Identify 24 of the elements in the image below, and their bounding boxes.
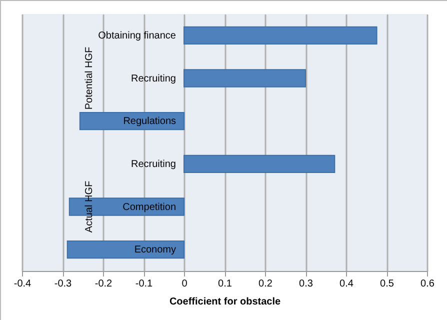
- bar: [184, 26, 378, 44]
- x-tick-label: -0.2: [94, 278, 113, 290]
- y-tick-label: Obtaining finance: [98, 30, 176, 42]
- x-tick-label: -0.3: [54, 278, 72, 290]
- y-tick-label: Recruiting: [130, 73, 176, 84]
- x-tick-label: -0.1: [135, 278, 154, 290]
- x-axis-title: Coefficient for obstacle: [169, 296, 281, 308]
- x-tick-label: 0.4: [340, 278, 354, 290]
- x-tick-label: -0.4: [14, 278, 32, 290]
- x-tick-label: 0: [182, 278, 188, 290]
- annotation: Potential HGF: [84, 46, 95, 110]
- y-tick-label: Regulations: [123, 116, 176, 128]
- y-tick-label: Economy: [134, 244, 176, 256]
- y-tick-label: Recruiting: [130, 158, 176, 170]
- x-tick-label: 0.2: [258, 278, 273, 290]
- annotation: Actual HGF: [84, 180, 95, 233]
- x-tick-label: 0.6: [420, 278, 435, 290]
- bar: [184, 69, 306, 88]
- bar: [184, 154, 336, 173]
- bar: [66, 240, 184, 259]
- x-tick-label: 0.1: [218, 278, 232, 290]
- y-tick-label: Competition: [122, 202, 176, 213]
- x-tick-label: 0.3: [299, 278, 314, 290]
- x-tick-label: 0.5: [380, 278, 394, 290]
